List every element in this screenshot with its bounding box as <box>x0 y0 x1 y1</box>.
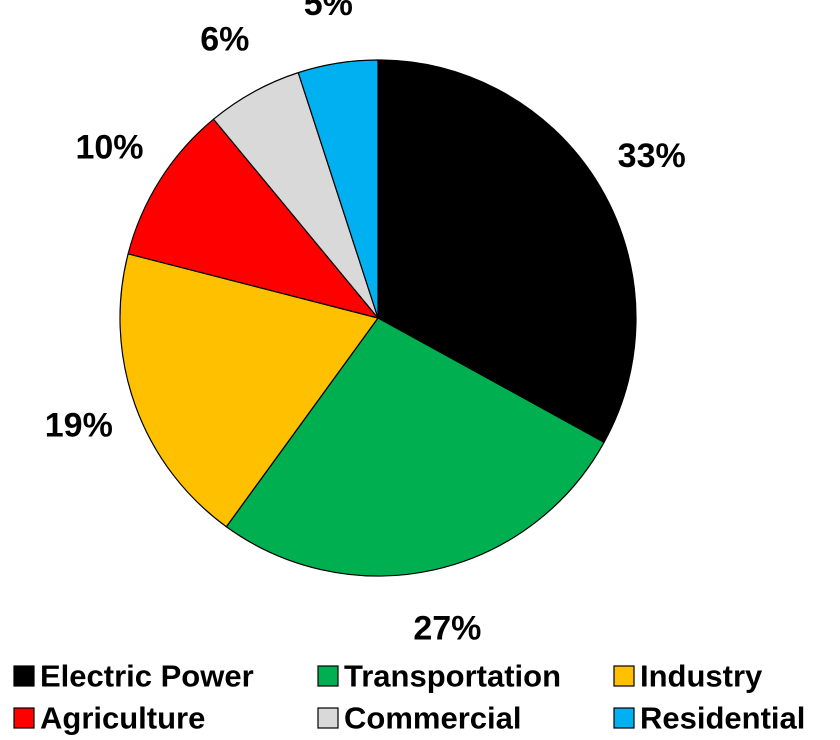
legend: Electric Power Transportation Industry Agri… <box>13 659 805 736</box>
data-label-electric-power: 33% <box>618 137 686 175</box>
legend-swatch-agriculture <box>13 707 35 729</box>
legend-label-commercial: Commercial <box>344 701 521 736</box>
data-label-commercial: 6% <box>200 20 249 58</box>
pie-slice-electric-power <box>377 59 637 443</box>
data-label-transportation: 27% <box>413 609 481 647</box>
data-label-residential: 5% <box>304 0 353 23</box>
legend-swatch-industry <box>613 665 635 687</box>
legend-swatch-transportation <box>317 665 339 687</box>
legend-label-agriculture: Agriculture <box>40 701 205 736</box>
pie-slice-residential <box>297 59 379 319</box>
legend-item-commercial: Commercial <box>317 701 521 736</box>
pie-slice-transportation <box>225 317 605 577</box>
legend-item-agriculture: Agriculture <box>13 701 205 736</box>
legend-item-electric-power: Electric Power <box>13 659 254 694</box>
legend-swatch-electric-power <box>13 665 35 687</box>
legend-item-industry: Industry <box>613 659 763 694</box>
data-label-agriculture: 10% <box>75 129 143 167</box>
legend-item-residential: Residential <box>613 701 805 736</box>
legend-label-industry: Industry <box>640 659 763 694</box>
pie-slices <box>119 59 637 577</box>
legend-item-transportation: Transportation <box>317 659 561 694</box>
pie-slice-agriculture <box>127 118 379 319</box>
legend-swatch-commercial <box>317 707 339 729</box>
legend-label-transportation: Transportation <box>344 659 561 694</box>
legend-label-residential: Residential <box>640 701 805 736</box>
legend-label-electric-power: Electric Power <box>40 659 254 694</box>
legend-swatch-residential <box>613 707 635 729</box>
pie-labels: 33% 27% 19% 10% 6% 5% <box>45 0 686 647</box>
pie-slice-industry <box>119 253 379 528</box>
data-label-industry: 19% <box>45 407 113 445</box>
